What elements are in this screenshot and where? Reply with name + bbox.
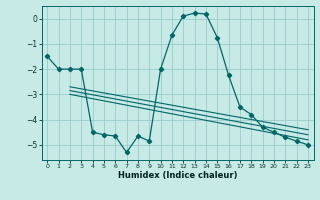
X-axis label: Humidex (Indice chaleur): Humidex (Indice chaleur)	[118, 171, 237, 180]
